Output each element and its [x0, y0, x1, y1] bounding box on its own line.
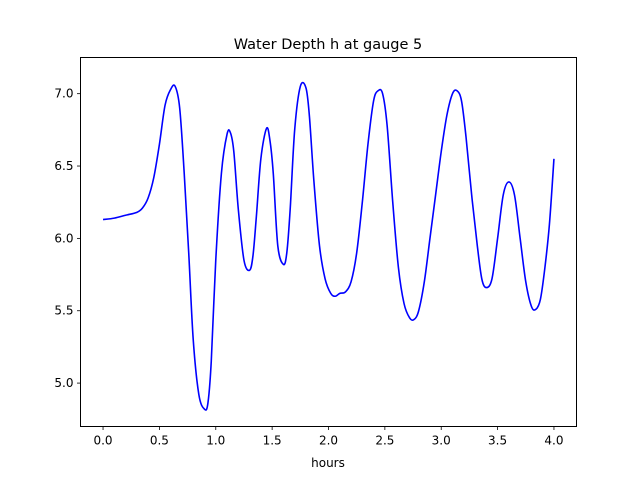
y-tick-label: 5.5 [54, 304, 73, 318]
x-tick-label: 3.0 [432, 434, 451, 448]
chart-title: Water Depth h at gauge 5 [234, 37, 422, 53]
plot-area [102, 81, 555, 411]
x-tick-label: 4.0 [544, 434, 563, 448]
x-tick-label: 0.5 [150, 434, 169, 448]
x-tick-label: 2.5 [375, 434, 394, 448]
y-tick-label: 5.0 [54, 376, 73, 390]
series-line [102, 81, 555, 411]
x-tick-label: 1.5 [263, 434, 282, 448]
x-tick-label: 1.0 [206, 434, 225, 448]
y-tick-label: 6.0 [54, 231, 73, 245]
y-tick-label: 6.5 [54, 159, 73, 173]
y-tick-label: 7.0 [54, 87, 73, 101]
x-axis-label: hours [311, 456, 345, 470]
x-tick-label: 0.0 [93, 434, 112, 448]
x-tick-label: 3.5 [488, 434, 507, 448]
y-axis-ticks: 5.0 5.5 6.0 6.5 7.0 [54, 87, 81, 390]
x-axis-ticks: 0.0 0.5 1.0 1.5 2.0 2.5 3.0 3.5 4.0 [93, 426, 564, 448]
x-tick-label: 2.0 [319, 434, 338, 448]
axes-frame [80, 57, 577, 427]
